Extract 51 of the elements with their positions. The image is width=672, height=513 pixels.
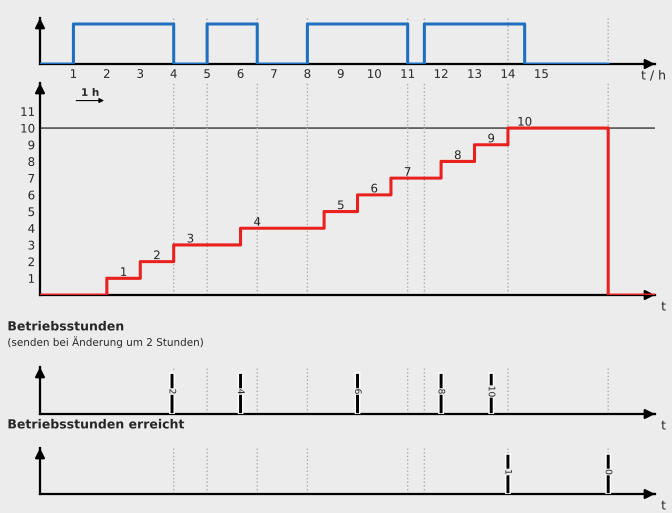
annotation: 1 h [82, 88, 98, 96]
y-tick-label: 11 [21, 107, 34, 116]
y-tick-label: 10 [21, 124, 34, 133]
y-tick-label: 3 [28, 240, 34, 250]
x-tick-label: 2 [104, 69, 110, 78]
x-tick-label: 4 [170, 69, 177, 78]
y-tick-label: 7 [28, 174, 34, 183]
y-tick-label: 6 [28, 190, 34, 200]
y-tick-label: 2 [28, 257, 34, 266]
x-tick-label: 15 [535, 69, 548, 78]
y-tick-label: 5 [28, 207, 34, 216]
data-label: 3 [188, 234, 194, 243]
x-axis-title: t [661, 420, 666, 430]
y-tick-label: 4 [28, 224, 34, 233]
x-tick-label: 9 [338, 69, 344, 78]
x-tick-label: 6 [238, 69, 244, 78]
y-tick-label: 8 [28, 157, 34, 166]
data-label: 8 [454, 150, 461, 160]
x-axis-title: t / h [641, 70, 665, 81]
data-label: 2 [154, 250, 160, 260]
x-tick-label: 7 [271, 69, 277, 78]
chart-subtitle: (senden bei Änderung um 2 Stunden) [8, 336, 203, 348]
chart-title: Betriebsstunden erreicht [8, 418, 184, 429]
x-axis-title: t [661, 500, 666, 510]
data-label: 4 [254, 217, 260, 226]
x-tick-label: 11 [401, 69, 414, 78]
annotation: 10 [488, 386, 496, 397]
data-label: 7 [404, 167, 410, 176]
x-tick-label: 8 [304, 69, 310, 78]
chart-title: Betriebsstunden [8, 320, 124, 331]
x-tick-label: 1 [70, 69, 76, 78]
x-tick-label: 14 [502, 69, 515, 78]
x-axis-title: t [661, 302, 666, 310]
annotation: 2 [170, 389, 176, 394]
annotation: 1 [505, 470, 512, 474]
y-tick-label: 9 [28, 140, 34, 150]
x-tick-label: 3 [137, 69, 144, 78]
annotation: 0 [606, 470, 612, 474]
data-label: 6 [371, 184, 378, 193]
x-tick-label: 5 [204, 69, 210, 78]
y-tick-label: 1 [28, 274, 34, 283]
data-label: 1 [121, 267, 126, 276]
data-label: 10 [518, 116, 532, 126]
x-tick-label: 12 [434, 69, 448, 78]
data-label: 5 [338, 200, 344, 210]
x-tick-label: 10 [368, 69, 381, 78]
annotation: 6 [354, 389, 362, 394]
annotation: 8 [438, 389, 446, 394]
annotation: 4 [238, 389, 245, 394]
x-tick-label: 13 [468, 69, 482, 78]
data-label: 9 [488, 134, 494, 142]
